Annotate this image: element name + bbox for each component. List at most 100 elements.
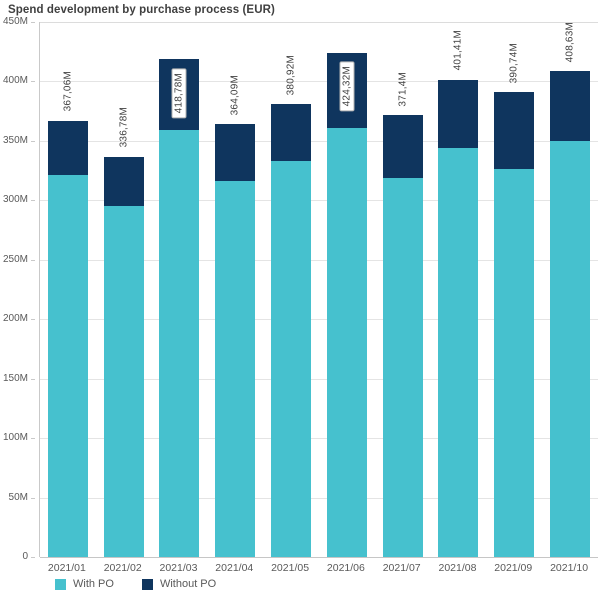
bar-segment-without-po[interactable] <box>271 104 312 162</box>
bar-segment-with-po[interactable] <box>382 177 423 557</box>
x-axis-tick-label: 2021/07 <box>382 562 421 574</box>
x-axis-tick-label: 2021/02 <box>103 562 142 574</box>
gridline <box>40 140 598 142</box>
bar-slot: 380,92M <box>263 22 319 557</box>
stacked-bar[interactable] <box>47 120 88 557</box>
bar-total-label-text: 401,41M <box>452 30 464 71</box>
bar-segment-without-po[interactable] <box>494 92 535 170</box>
bar-segment-without-po[interactable] <box>438 79 479 149</box>
gridline <box>40 438 598 440</box>
bar-segment-with-po[interactable] <box>326 127 367 557</box>
x-axis-tick-label: 2021/01 <box>47 562 86 574</box>
bar-total-label-text: 390,74M <box>508 43 520 84</box>
bar-slot: 371,4M <box>375 22 431 557</box>
stacked-bar[interactable] <box>550 71 591 557</box>
x-axis-tick-label: 2021/03 <box>159 562 198 574</box>
stacked-bar[interactable] <box>159 59 200 557</box>
y-axis: 0 50M 100M 150M 200M 250M 300M 350M 400M 450M <box>0 16 35 562</box>
y-axis-tick-label: 0 <box>22 551 28 562</box>
bar-segment-with-po[interactable] <box>494 169 535 557</box>
bar-segment-with-po[interactable] <box>550 140 591 557</box>
bar-total-label-text: 336,78M <box>118 107 130 148</box>
y-axis-tick-mark <box>31 497 35 499</box>
stacked-bar[interactable] <box>382 115 423 557</box>
y-axis-tick-mark <box>31 81 35 83</box>
bar-segment-without-po[interactable] <box>550 71 591 141</box>
x-axis-tick-label: 2021/10 <box>550 562 589 574</box>
x-axis-tick-label: 2021/04 <box>215 562 254 574</box>
bar-segment-without-po[interactable] <box>103 156 144 207</box>
bar-segment-with-po[interactable] <box>103 206 144 557</box>
y-axis-tick-mark <box>31 259 35 261</box>
y-axis-tick-label: 150M <box>2 372 28 384</box>
bar-segment-with-po[interactable] <box>47 175 88 557</box>
y-axis-tick-label: 100M <box>2 432 28 444</box>
legend-item[interactable]: Without PO <box>141 578 217 590</box>
y-axis-tick-mark <box>31 557 35 558</box>
bar-total-label-text: 380,92M <box>285 54 297 96</box>
bar-total-label-text: 418,78M <box>171 67 187 119</box>
bar-total-label: 401,41M <box>453 30 464 75</box>
legend-swatch-icon <box>55 578 66 590</box>
bar-segment-with-po[interactable] <box>271 161 312 557</box>
y-axis-tick-mark <box>31 319 35 321</box>
legend-swatch-icon <box>141 578 153 590</box>
x-axis-tick-label: 2021/09 <box>494 562 533 574</box>
gridline <box>40 259 598 261</box>
plot-area: 367,06M 336,78M 418,78M 364,09M 380,92M 424,3… <box>39 22 598 558</box>
x-axis: 2021/01 2021/02 2021/03 2021/04 2021/05 2021/… <box>39 558 597 574</box>
x-axis-tick-label: 2021/08 <box>438 562 477 574</box>
bar-total-label: 380,92M <box>286 55 297 100</box>
bar-slot: 401,41M <box>431 22 487 557</box>
bar-total-label: 371,4M <box>397 72 408 112</box>
bar-slot: 364,09M <box>207 22 263 557</box>
x-axis-tick-label: 2021/05 <box>271 562 310 574</box>
bar-total-label-text: 424,32M <box>339 61 355 112</box>
y-axis-tick-mark <box>31 378 35 380</box>
y-axis-tick-mark <box>31 200 35 202</box>
bar-segment-without-po[interactable] <box>382 115 423 178</box>
bar-segment-without-po[interactable] <box>47 120 88 176</box>
y-axis-tick-label: 400M <box>2 75 28 87</box>
stacked-bar[interactable] <box>271 104 312 557</box>
y-axis-tick-label: 200M <box>2 313 28 325</box>
bar-total-label-text: 367,06M <box>62 71 74 112</box>
stacked-bar[interactable] <box>438 79 479 557</box>
bar-total-label: 408,63M <box>565 22 576 67</box>
bar-slot: 336,78M <box>96 22 152 557</box>
stacked-bar[interactable] <box>494 92 535 557</box>
bar-slot: 424,32M <box>319 22 375 557</box>
y-axis-tick-mark <box>31 22 35 23</box>
gridline <box>40 319 598 321</box>
stacked-bar[interactable] <box>215 124 256 557</box>
bar-total-label: 418,78M <box>171 67 187 123</box>
bar-segment-with-po[interactable] <box>438 148 479 557</box>
bar-slot: 408,63M <box>542 22 598 557</box>
y-axis-tick-label: 450M <box>2 16 28 27</box>
stacked-bar[interactable] <box>326 52 367 557</box>
bar-segment-with-po[interactable] <box>215 181 256 557</box>
bar-total-label: 390,74M <box>509 43 520 88</box>
stacked-bar[interactable] <box>103 156 144 557</box>
y-axis-tick-label: 250M <box>2 253 28 265</box>
gridline <box>40 22 598 23</box>
y-axis-tick-label: 350M <box>2 134 28 146</box>
y-axis-tick-label: 50M <box>8 491 28 503</box>
bar-segment-with-po[interactable] <box>159 130 200 557</box>
bar-total-label: 424,32M <box>339 61 355 116</box>
legend: With PO Without PO <box>55 578 216 590</box>
bar-total-label: 336,78M <box>118 107 129 152</box>
bar-total-label: 364,09M <box>230 75 241 120</box>
y-axis-tick-mark <box>31 438 35 440</box>
bars-container: 367,06M 336,78M 418,78M 364,09M 380,92M 424,3… <box>40 22 598 557</box>
gridline <box>40 557 598 558</box>
bar-total-label-text: 364,09M <box>229 74 241 116</box>
gridline <box>40 497 598 499</box>
gridline <box>40 81 598 83</box>
legend-label: Without PO <box>159 578 217 590</box>
gridline <box>40 378 598 380</box>
bar-total-label-text: 408,63M <box>564 21 576 63</box>
bar-segment-without-po[interactable] <box>215 124 256 182</box>
legend-item[interactable]: With PO <box>55 578 114 590</box>
